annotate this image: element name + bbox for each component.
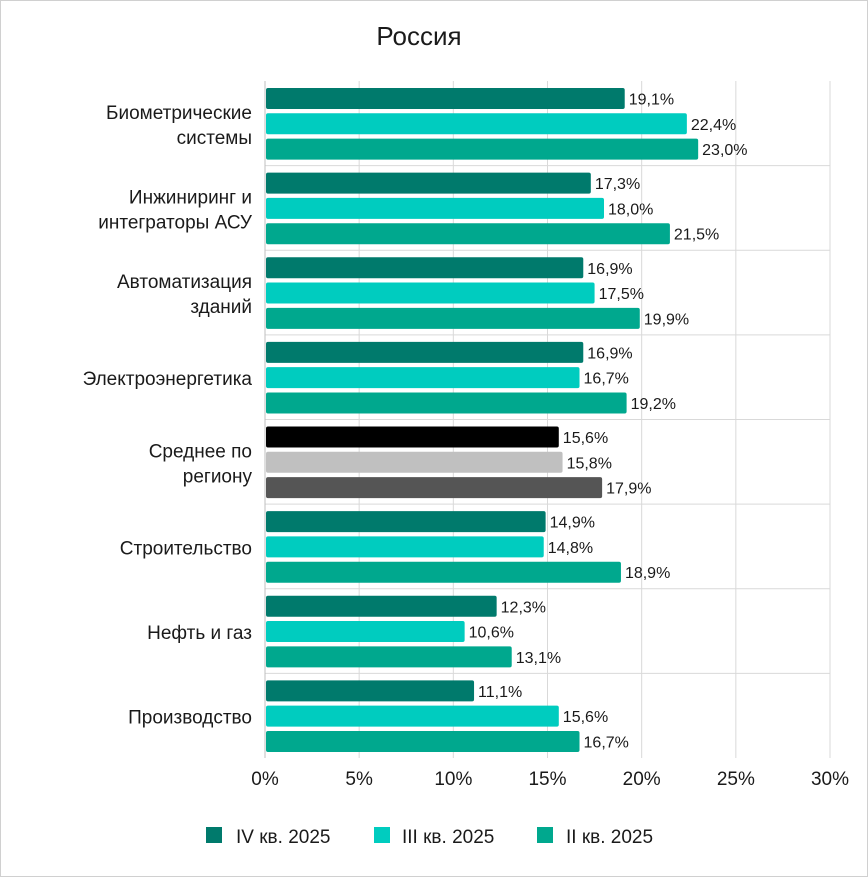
category-label: Строительство (120, 538, 252, 559)
bar (266, 257, 584, 279)
bar-value-label: 16,9% (587, 261, 632, 278)
x-tick-label: 30% (811, 769, 849, 790)
bar-value-label: 14,8% (548, 540, 593, 557)
bar-value-label: 17,3% (595, 176, 640, 193)
bar (266, 680, 475, 702)
bar-value-label: 19,9% (644, 311, 689, 328)
chart-title: Россия (376, 21, 461, 51)
legend-label: IV кв. 2025 (236, 827, 330, 848)
bar (266, 621, 465, 643)
category-label: зданий (190, 297, 252, 318)
bar (266, 536, 544, 558)
bar-value-label: 16,7% (584, 734, 629, 751)
bar (266, 282, 595, 304)
legend-swatch (537, 827, 553, 843)
category-label: Биометрические (106, 103, 252, 124)
bar-value-label: 15,6% (563, 709, 608, 726)
bar (266, 392, 627, 414)
bar (266, 138, 699, 160)
bar-value-label: 21,5% (674, 227, 719, 244)
x-tick-label: 15% (528, 769, 566, 790)
x-tick-label: 25% (717, 769, 755, 790)
bar (266, 223, 670, 245)
x-tick-label: 0% (251, 769, 279, 790)
bar-value-label: 17,5% (599, 286, 644, 303)
bar-value-label: 23,0% (702, 142, 747, 159)
category-label: региону (183, 466, 253, 487)
bar (266, 113, 687, 135)
x-tick-label: 5% (345, 769, 373, 790)
x-tick-label: 20% (623, 769, 661, 790)
legend-label: II кв. 2025 (566, 827, 653, 848)
bar-value-label: 22,4% (691, 117, 736, 134)
category-label: Нефть и газ (147, 623, 252, 644)
bar (266, 88, 625, 109)
bar-value-label: 17,9% (606, 481, 651, 498)
bar (266, 511, 546, 533)
bar-value-label: 12,3% (501, 599, 546, 616)
bar (266, 646, 512, 668)
bar-value-label: 18,9% (625, 565, 670, 582)
bar-value-label: 15,8% (567, 455, 612, 472)
bar (266, 341, 584, 363)
category-label: Среднее по (149, 441, 252, 462)
bar (266, 451, 563, 473)
bar-value-label: 13,1% (516, 650, 561, 667)
category-label: интеграторы АСУ (98, 212, 253, 233)
bar (266, 426, 559, 448)
bar (266, 172, 591, 194)
bar (266, 197, 604, 219)
category-label: Автоматизация (117, 272, 252, 293)
bar-value-label: 10,6% (469, 625, 514, 642)
bar-value-label: 11,1% (478, 684, 522, 701)
bar-value-label: 19,1% (629, 92, 674, 109)
bar (266, 367, 580, 389)
category-label: системы (177, 128, 252, 149)
bar-value-label: 16,9% (587, 345, 632, 362)
bar-value-label: 16,7% (584, 371, 629, 388)
bar-value-label: 18,0% (608, 201, 653, 218)
bar (266, 730, 580, 752)
legend-swatch (374, 827, 390, 843)
bar-value-label: 14,9% (550, 515, 595, 532)
bar (266, 561, 621, 583)
x-tick-label: 10% (434, 769, 472, 790)
bar (266, 595, 497, 617)
bar-value-label: 19,2% (631, 396, 676, 413)
bar-value-label: 15,6% (563, 430, 608, 447)
legend-swatch (206, 827, 222, 843)
category-label: Производство (128, 708, 252, 729)
bar (266, 477, 603, 499)
legend-label: III кв. 2025 (402, 827, 494, 848)
category-label: Инжиниринг и (129, 187, 252, 208)
category-label: Электроэнергетика (83, 369, 253, 390)
bar (266, 307, 640, 329)
bar (266, 705, 559, 727)
